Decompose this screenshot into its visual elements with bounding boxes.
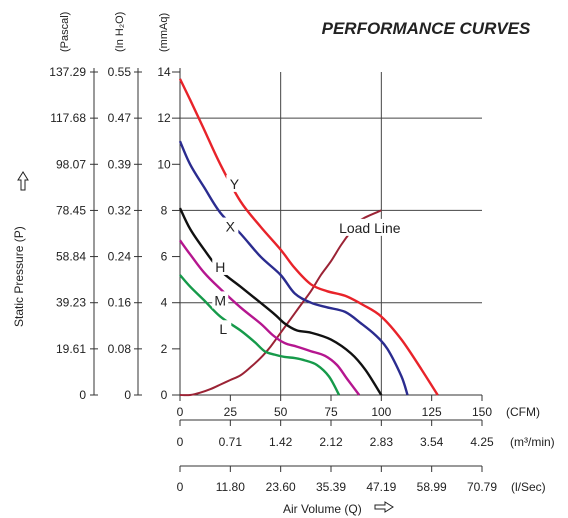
y-tick-label-pascal: 117.68 [50, 111, 86, 125]
load-line-curve [179, 209, 382, 397]
curve-label-l: L [219, 321, 227, 337]
x-tick-label-m3min: 0.71 [219, 435, 243, 449]
curve-l [179, 274, 341, 396]
x-unit-lsec: (l/Sec) [511, 480, 546, 494]
load-line-label-bg [337, 218, 408, 236]
y-axis-arrow-icon [17, 171, 29, 191]
x-tick-label-lsec: 70.79 [467, 480, 497, 494]
curve-label-m: M [214, 292, 226, 308]
y-ticks-inh2o: 0 0.08 0.16 0.24 0.32 0.39 0.47 0.55 [108, 65, 142, 402]
y-tick-label-pascal: 58.84 [56, 250, 86, 264]
y-tick-label-mmaq: 2 [161, 342, 168, 356]
x-tick-label-cfm: 125 [422, 405, 442, 419]
curve-y [178, 78, 439, 396]
x-tick-label-m3min: 2.12 [319, 435, 343, 449]
y-ticks-pascal: 0 19.61 39.23 58.84 78.45 98.07 117.68 137.29 [49, 65, 98, 402]
x-tick-label-m3min: 4.25 [470, 435, 494, 449]
curve-m [179, 239, 361, 396]
x-unit-cfm: (CFM) [506, 405, 540, 419]
x-tick-label-cfm: 150 [472, 405, 492, 419]
y-axis-units: (Pascal) (In H₂O) (mmAq) [59, 12, 170, 52]
y-tick-label-pascal: 137.29 [49, 65, 86, 79]
curve-label-bg [222, 217, 239, 235]
curve-x [178, 140, 409, 396]
y-tick-label-mmaq: 0 [161, 388, 168, 402]
y-tick-label-inh2o: 0.55 [108, 65, 132, 79]
x-tick-label-lsec: 47.19 [366, 480, 396, 494]
y-tick-label-inh2o: 0.32 [108, 203, 132, 217]
x-ticks-cfm: 0 25 50 75 100 125 150 [177, 395, 492, 419]
curve-label-bg [226, 174, 243, 192]
curves [178, 78, 439, 397]
x-axis-arrow-icon [374, 501, 394, 513]
x-tick-label-cfm: 0 [177, 405, 184, 419]
y-tick-label-inh2o: 0.24 [108, 250, 132, 264]
y-tick-label-pascal: 39.23 [56, 296, 86, 310]
x-axis-label: Air Volume (Q) [283, 502, 362, 516]
curve-label-bg [215, 320, 232, 338]
curve-labels: Y X H ML Load Line [212, 174, 408, 338]
y-tick-label-inh2o: 0.47 [108, 111, 132, 125]
curve-h [178, 207, 383, 396]
y-tick-label-inh2o: 0.39 [108, 157, 132, 171]
x-tick-label-m3min: 2.83 [370, 435, 394, 449]
y-tick-label-pascal: 0 [79, 388, 86, 402]
y-tick-label-pascal: 19.61 [56, 342, 86, 356]
y-unit-pascal: (Pascal) [59, 12, 71, 52]
x-ticks-m3min: 0 0.71 1.42 2.12 2.83 3.54 4.25 [177, 420, 494, 449]
curve-label-h: H [215, 259, 225, 275]
x-tick-label-lsec: 58.99 [417, 480, 447, 494]
x-ticks-lsec: 0 11.80 23.60 35.39 47.19 58.99 70.79 [177, 466, 497, 494]
x-tick-label-m3min: 1.42 [269, 435, 293, 449]
y-tick-label-pascal: 78.45 [56, 203, 86, 217]
x-tick-label-lsec: 35.39 [316, 480, 346, 494]
y-tick-label-mmaq: 6 [161, 250, 168, 264]
curve-label-bg [212, 291, 229, 309]
x-unit-m3min: (m³/min) [510, 435, 555, 449]
y-tick-label-inh2o: 0.08 [108, 342, 132, 356]
x-tick-label-lsec: 23.60 [266, 480, 296, 494]
y-tick-label-mmaq: 12 [157, 111, 171, 125]
curve-label-bg [212, 257, 229, 275]
curve-label-x: X [226, 219, 236, 235]
y-tick-label-mmaq: 4 [161, 296, 168, 310]
x-tick-label-cfm: 100 [371, 405, 391, 419]
chart-title: PERFORMANCE CURVES [322, 19, 531, 38]
x-tick-label-cfm: 75 [324, 405, 338, 419]
y-tick-label-inh2o: 0 [124, 388, 131, 402]
y-axis-label: Static Pressure (P) [12, 226, 26, 327]
y-tick-label-pascal: 98.07 [56, 157, 86, 171]
y-unit-mmaq: (mmAq) [158, 13, 170, 52]
x-tick-label-lsec: 11.80 [216, 480, 245, 494]
y-unit-inh2o: (In H₂O) [114, 12, 126, 52]
x-tick-label-cfm: 25 [224, 405, 238, 419]
curve-label-y: Y [230, 176, 240, 192]
y-ticks-mmaq: 0 2 4 6 8 10 12 14 [157, 65, 180, 402]
x-tick-label-m3min: 0 [177, 435, 184, 449]
y-tick-label-mmaq: 10 [157, 157, 171, 171]
x-tick-label-lsec: 0 [177, 480, 184, 494]
y-tick-label-mmaq: 8 [161, 203, 168, 217]
y-tick-label-inh2o: 0.16 [108, 296, 132, 310]
x-tick-label-m3min: 3.54 [420, 435, 444, 449]
y-tick-label-mmaq: 14 [157, 65, 171, 79]
load-line-label: Load Line [339, 220, 401, 236]
x-tick-label-cfm: 50 [274, 405, 288, 419]
